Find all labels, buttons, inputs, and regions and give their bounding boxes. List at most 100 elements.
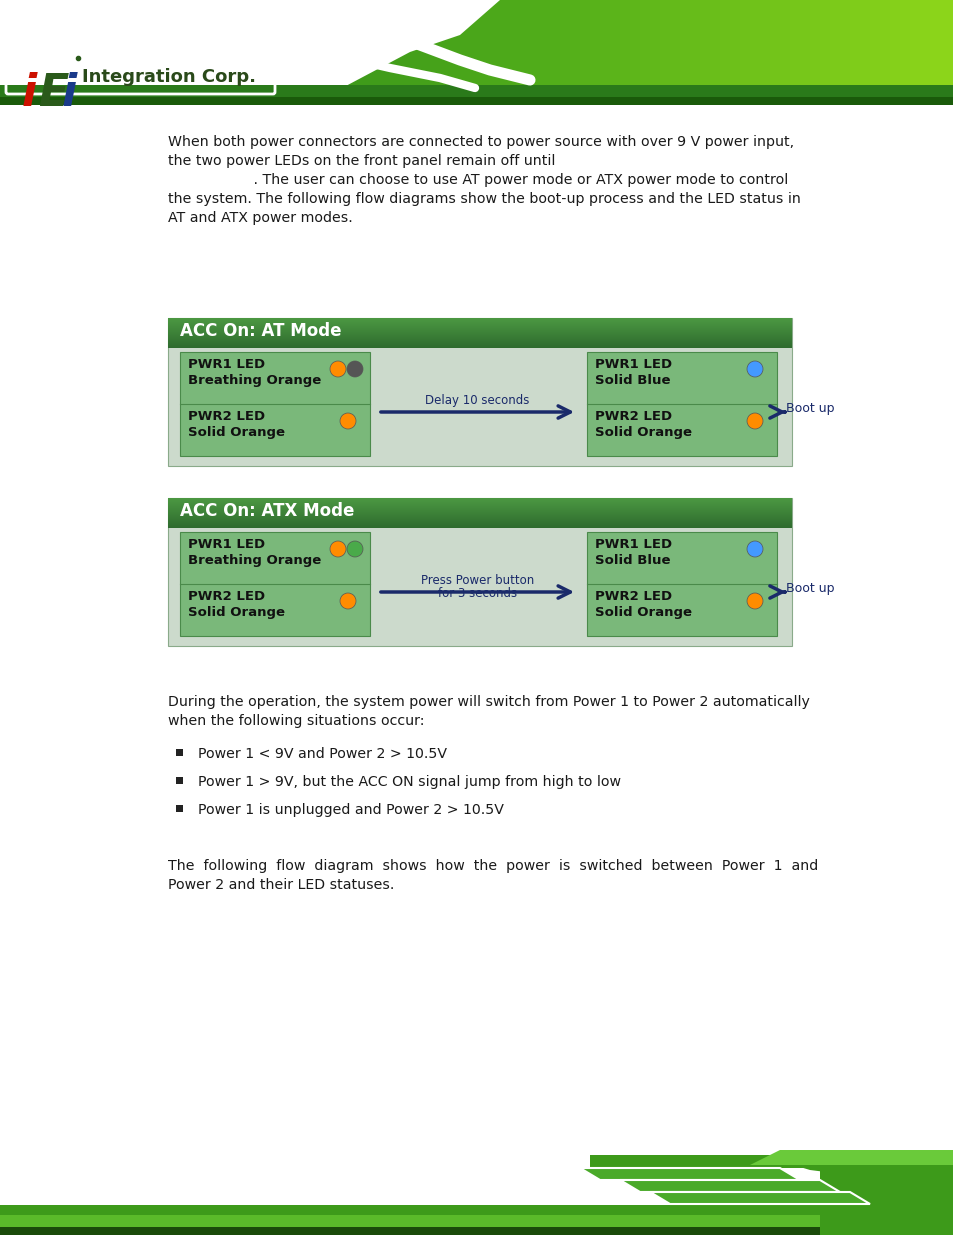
FancyBboxPatch shape [559, 0, 953, 105]
FancyBboxPatch shape [0, 0, 953, 105]
Text: Power 2 and their LED statuses.: Power 2 and their LED statuses. [168, 878, 394, 892]
FancyBboxPatch shape [729, 0, 953, 105]
Text: Boot up: Boot up [785, 403, 834, 415]
FancyBboxPatch shape [450, 0, 953, 105]
FancyBboxPatch shape [579, 0, 953, 105]
FancyBboxPatch shape [0, 1215, 953, 1235]
FancyBboxPatch shape [589, 0, 953, 105]
FancyBboxPatch shape [175, 748, 183, 756]
FancyBboxPatch shape [809, 0, 953, 105]
FancyBboxPatch shape [350, 0, 953, 105]
Text: PWR1 LED: PWR1 LED [595, 538, 672, 551]
Polygon shape [649, 1192, 869, 1204]
FancyBboxPatch shape [0, 85, 953, 105]
FancyBboxPatch shape [800, 0, 953, 105]
Text: PWR2 LED: PWR2 LED [188, 410, 265, 424]
FancyBboxPatch shape [820, 0, 953, 105]
FancyBboxPatch shape [359, 0, 953, 105]
FancyBboxPatch shape [168, 498, 791, 646]
Circle shape [339, 412, 355, 429]
FancyBboxPatch shape [175, 777, 183, 784]
FancyBboxPatch shape [869, 0, 953, 105]
Polygon shape [589, 1155, 953, 1174]
FancyBboxPatch shape [789, 0, 953, 105]
FancyBboxPatch shape [909, 0, 953, 105]
FancyBboxPatch shape [760, 0, 953, 105]
Polygon shape [679, 1155, 953, 1168]
FancyBboxPatch shape [569, 0, 953, 105]
Text: Power 1 < 9V and Power 2 > 10.5V: Power 1 < 9V and Power 2 > 10.5V [198, 747, 447, 761]
Text: Solid Orange: Solid Orange [595, 426, 691, 438]
Text: ACC On: ATX Mode: ACC On: ATX Mode [180, 501, 354, 520]
FancyBboxPatch shape [859, 0, 953, 105]
Text: i: i [62, 72, 77, 115]
Text: Boot up: Boot up [785, 582, 834, 595]
Text: Power 1 > 9V, but the ACC ON signal jump from high to low: Power 1 > 9V, but the ACC ON signal jump… [198, 776, 620, 789]
Text: Solid Blue: Solid Blue [595, 555, 670, 567]
FancyBboxPatch shape [709, 0, 953, 105]
FancyBboxPatch shape [370, 0, 953, 105]
FancyBboxPatch shape [379, 0, 953, 105]
FancyBboxPatch shape [700, 0, 953, 105]
FancyBboxPatch shape [939, 0, 953, 105]
Text: The  following  flow  diagram  shows  how  the  power  is  switched  between  Po: The following flow diagram shows how the… [168, 860, 818, 873]
FancyBboxPatch shape [390, 0, 953, 105]
Text: PWR1 LED: PWR1 LED [188, 538, 265, 551]
FancyBboxPatch shape [929, 0, 953, 105]
Text: for 3 seconds: for 3 seconds [437, 587, 517, 600]
FancyBboxPatch shape [0, 98, 953, 105]
Text: Solid Blue: Solid Blue [595, 374, 670, 387]
FancyBboxPatch shape [180, 352, 370, 456]
FancyBboxPatch shape [649, 0, 953, 105]
FancyBboxPatch shape [470, 0, 953, 105]
Polygon shape [0, 0, 499, 105]
FancyBboxPatch shape [490, 0, 953, 105]
Polygon shape [579, 1168, 800, 1179]
FancyBboxPatch shape [519, 0, 953, 105]
FancyBboxPatch shape [168, 317, 791, 466]
FancyBboxPatch shape [609, 0, 953, 105]
Text: During the operation, the system power will switch from Power 1 to Power 2 autom: During the operation, the system power w… [168, 695, 809, 709]
FancyBboxPatch shape [840, 0, 953, 105]
FancyBboxPatch shape [175, 805, 183, 811]
FancyBboxPatch shape [410, 0, 953, 105]
FancyBboxPatch shape [0, 0, 310, 105]
FancyBboxPatch shape [889, 0, 953, 105]
FancyBboxPatch shape [689, 0, 953, 105]
Text: . The user can choose to use AT power mode or ATX power mode to control: . The user can choose to use AT power mo… [168, 173, 787, 186]
FancyBboxPatch shape [829, 0, 953, 105]
Text: ACC On: AT Mode: ACC On: AT Mode [180, 322, 341, 340]
Text: PWR2 LED: PWR2 LED [595, 590, 672, 603]
FancyBboxPatch shape [399, 0, 953, 105]
FancyBboxPatch shape [0, 1228, 953, 1235]
FancyBboxPatch shape [619, 0, 953, 105]
FancyBboxPatch shape [419, 0, 953, 105]
FancyBboxPatch shape [639, 0, 953, 105]
Text: E: E [38, 72, 69, 115]
FancyBboxPatch shape [679, 0, 953, 105]
Text: PWR1 LED: PWR1 LED [188, 358, 265, 370]
Text: PWR2 LED: PWR2 LED [188, 590, 265, 603]
FancyBboxPatch shape [740, 0, 953, 105]
FancyBboxPatch shape [849, 0, 953, 105]
FancyBboxPatch shape [530, 0, 953, 105]
FancyBboxPatch shape [820, 1150, 953, 1235]
Text: Solid Orange: Solid Orange [188, 426, 285, 438]
FancyBboxPatch shape [669, 0, 953, 105]
Text: PWR1 LED: PWR1 LED [595, 358, 672, 370]
Circle shape [330, 541, 346, 557]
FancyBboxPatch shape [539, 0, 953, 105]
FancyBboxPatch shape [599, 0, 953, 105]
FancyBboxPatch shape [0, 1205, 953, 1235]
Text: Delay 10 seconds: Delay 10 seconds [425, 394, 529, 408]
Text: when the following situations occur:: when the following situations occur: [168, 714, 424, 727]
Text: the system. The following flow diagrams show the boot-up process and the LED sta: the system. The following flow diagrams … [168, 191, 800, 206]
Circle shape [746, 361, 762, 377]
Circle shape [347, 361, 363, 377]
Text: Solid Orange: Solid Orange [188, 606, 285, 619]
Text: When both power connectors are connected to power source with over 9 V power inp: When both power connectors are connected… [168, 135, 793, 149]
Polygon shape [749, 1150, 953, 1165]
FancyBboxPatch shape [459, 0, 953, 105]
FancyBboxPatch shape [919, 0, 953, 105]
FancyBboxPatch shape [720, 0, 953, 105]
